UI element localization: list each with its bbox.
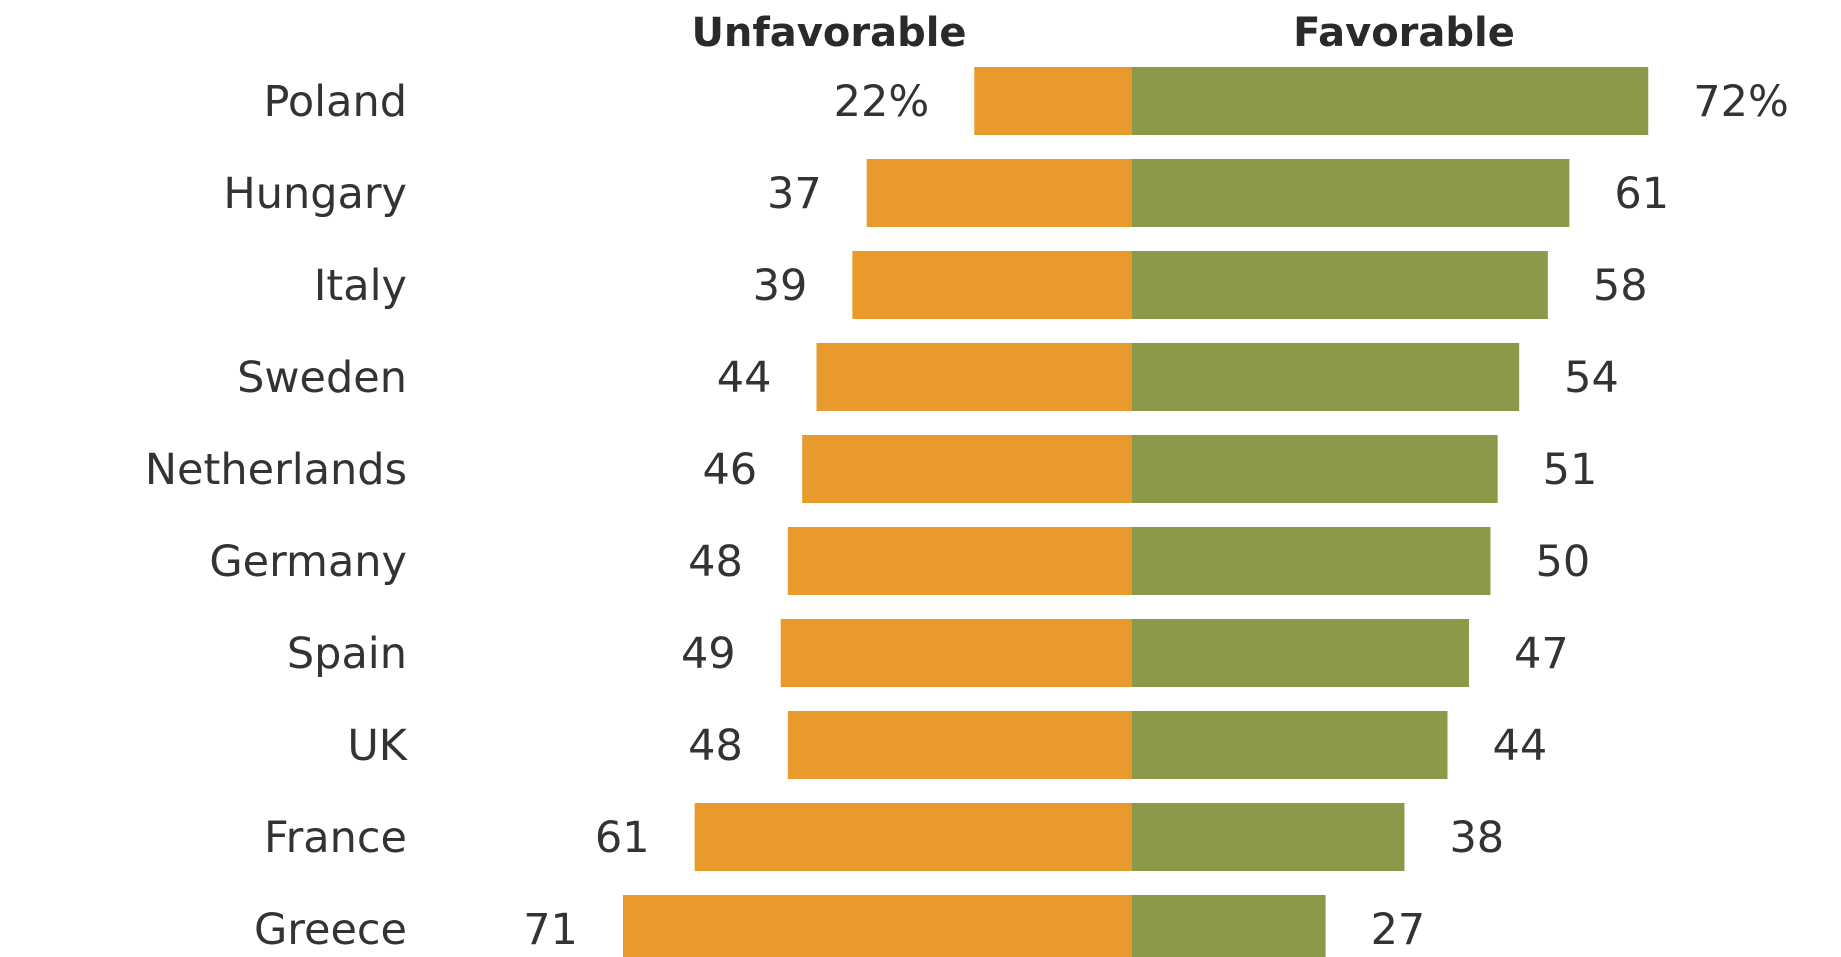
bar-unfavorable bbox=[787, 711, 1132, 779]
value-label-unfavorable: 37 bbox=[767, 169, 822, 219]
bar-favorable bbox=[1132, 251, 1548, 319]
country-label: Hungary bbox=[223, 169, 407, 219]
bar-favorable bbox=[1132, 435, 1498, 503]
value-label-unfavorable: 22% bbox=[834, 77, 930, 127]
value-label-favorable: 38 bbox=[1449, 813, 1504, 863]
value-label-favorable: 44 bbox=[1492, 721, 1547, 771]
value-label-unfavorable: 39 bbox=[753, 261, 808, 311]
bar-unfavorable bbox=[866, 159, 1132, 227]
value-label-unfavorable: 44 bbox=[717, 353, 772, 403]
value-label-favorable: 58 bbox=[1593, 261, 1648, 311]
value-label-unfavorable: 49 bbox=[681, 629, 736, 679]
header-unfavorable: Unfavorable bbox=[691, 10, 966, 56]
value-label-unfavorable: 46 bbox=[702, 445, 757, 495]
bar-favorable bbox=[1132, 343, 1520, 411]
country-label: France bbox=[264, 813, 407, 863]
value-label-favorable: 50 bbox=[1536, 537, 1591, 587]
bar-unfavorable bbox=[787, 527, 1132, 595]
country-label: Poland bbox=[263, 77, 407, 127]
value-label-favorable: 51 bbox=[1543, 445, 1598, 495]
value-label-favorable: 72% bbox=[1693, 77, 1789, 127]
value-label-favorable: 27 bbox=[1371, 905, 1426, 955]
bar-unfavorable bbox=[974, 67, 1132, 135]
bar-unfavorable bbox=[622, 895, 1132, 957]
bar-favorable bbox=[1132, 619, 1469, 687]
bar-favorable bbox=[1132, 711, 1448, 779]
value-label-unfavorable: 71 bbox=[523, 905, 578, 955]
bar-unfavorable bbox=[816, 343, 1132, 411]
country-label: Spain bbox=[287, 629, 407, 679]
value-label-favorable: 54 bbox=[1564, 353, 1619, 403]
bar-favorable bbox=[1132, 159, 1570, 227]
bar-unfavorable bbox=[852, 251, 1132, 319]
country-label: Greece bbox=[254, 905, 407, 955]
value-label-unfavorable: 48 bbox=[688, 537, 743, 587]
value-label-favorable: 61 bbox=[1614, 169, 1669, 219]
bar-favorable bbox=[1132, 527, 1491, 595]
country-label: Germany bbox=[209, 537, 407, 587]
value-label-favorable: 47 bbox=[1514, 629, 1569, 679]
bar-unfavorable bbox=[802, 435, 1132, 503]
country-label: Sweden bbox=[237, 353, 407, 403]
header-favorable: Favorable bbox=[1293, 10, 1515, 56]
bar-favorable bbox=[1132, 803, 1405, 871]
bar-favorable bbox=[1132, 67, 1649, 135]
country-label: UK bbox=[347, 721, 408, 771]
country-label: Netherlands bbox=[145, 445, 407, 495]
bar-unfavorable bbox=[694, 803, 1132, 871]
chart-rows: Poland 22% 72% Hungary 37 61 Italy 39 58 Sweden 44… bbox=[145, 67, 1789, 957]
country-label: Italy bbox=[314, 261, 407, 311]
bar-favorable bbox=[1132, 895, 1326, 957]
value-label-unfavorable: 48 bbox=[688, 721, 743, 771]
bar-unfavorable bbox=[780, 619, 1132, 687]
value-label-unfavorable: 61 bbox=[595, 813, 650, 863]
